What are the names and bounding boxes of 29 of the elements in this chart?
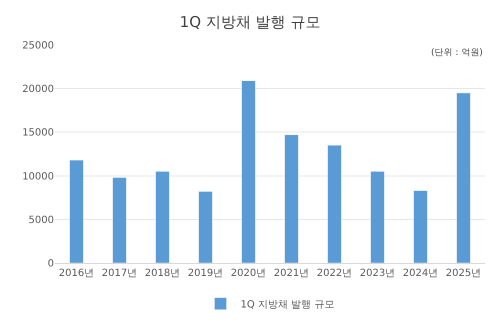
- y-tick-label: 15000: [22, 128, 54, 139]
- bar: [413, 190, 428, 263]
- x-tick-label: 2018년: [144, 268, 180, 279]
- y-tick-label: 20000: [22, 84, 54, 96]
- bar: [370, 171, 385, 263]
- x-tick-label: 2020년: [230, 268, 266, 279]
- y-tick-label: 10000: [22, 171, 54, 182]
- x-tick-label: 2025년: [446, 268, 482, 279]
- x-tick-label: 2019년: [188, 268, 224, 279]
- bar: [198, 191, 213, 263]
- x-tick-label: 2016년: [58, 268, 94, 279]
- bar: [456, 92, 471, 263]
- bar: [327, 145, 342, 263]
- x-tick-label: 2022년: [316, 268, 352, 279]
- legend-label: 1Q 지방채 발행 규모: [240, 300, 334, 311]
- bar: [69, 160, 84, 263]
- bar: [112, 177, 127, 263]
- bar: [241, 80, 256, 263]
- bar: [284, 134, 299, 263]
- x-tick-label: 2024년: [402, 268, 438, 279]
- annotation: (단위 : 억원): [431, 48, 483, 58]
- y-tick-label: 25000: [22, 40, 54, 52]
- bar: [155, 171, 170, 263]
- chart-title: 1Q 지방채 발행 규모: [180, 13, 320, 31]
- x-tick-label: 2023년: [360, 268, 396, 279]
- y-tick-label: 0: [48, 258, 54, 270]
- x-tick-label: 2017년: [102, 268, 138, 279]
- y-tick-label: 5000: [28, 214, 54, 226]
- x-tick-label: 2021년: [274, 268, 310, 279]
